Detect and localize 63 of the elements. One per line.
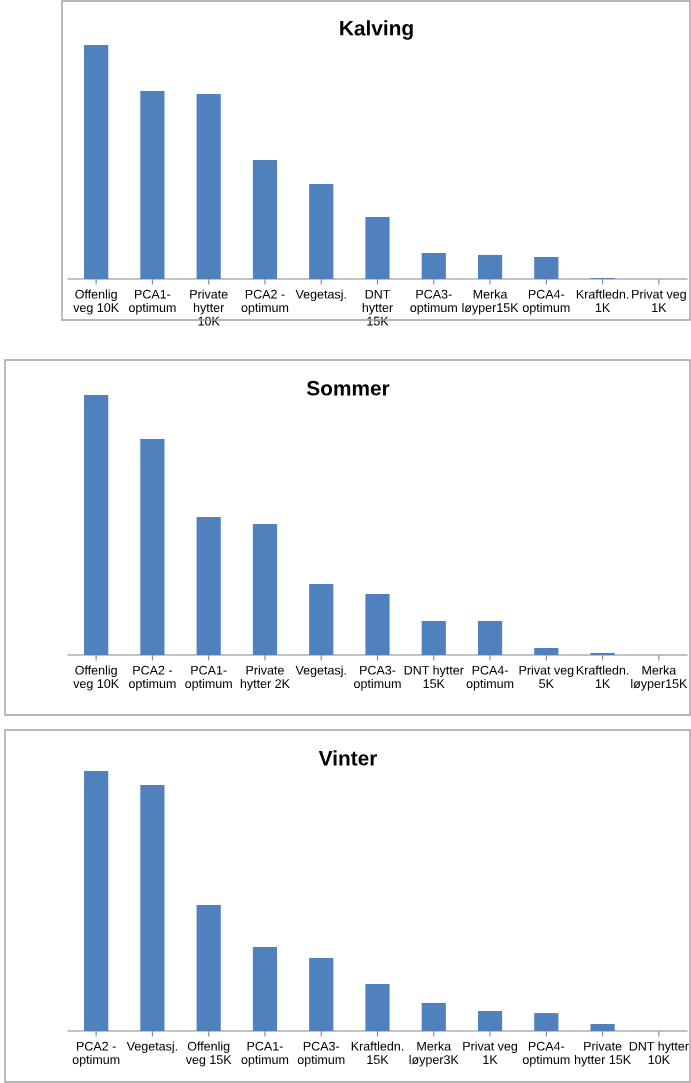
bar bbox=[365, 216, 390, 279]
x-tick-label: Private hytter 2K bbox=[240, 665, 290, 691]
bar bbox=[140, 438, 165, 655]
bar bbox=[84, 771, 109, 1031]
bar bbox=[140, 91, 165, 279]
bar bbox=[421, 253, 446, 279]
chart-title: Sommer bbox=[306, 380, 390, 396]
bar bbox=[196, 516, 221, 655]
x-tick-label: PCA2 - optimum bbox=[241, 289, 289, 315]
x-tick-label: Offenlig veg 15K bbox=[185, 1041, 232, 1067]
x-tick-label: Kraftledn. 1K bbox=[576, 289, 629, 312]
bar bbox=[252, 159, 278, 279]
x-tick-label: PCA4- optimum bbox=[466, 665, 514, 691]
x-tick-label: Offenlig veg 10K bbox=[73, 665, 119, 691]
bar bbox=[590, 1023, 615, 1031]
x-tick-label: Kraftledn. 15K bbox=[351, 1041, 404, 1065]
x-tick-label: PCA2 - optimum bbox=[128, 665, 176, 691]
x-tick-label: PCA4- optimum bbox=[522, 289, 570, 315]
x-tick-label: Merka løyper15K bbox=[631, 665, 688, 691]
bar bbox=[477, 1010, 503, 1031]
x-tick-label: Privat veg 1K bbox=[463, 1041, 518, 1064]
x-tick-label: PCA1- optimum bbox=[185, 665, 232, 691]
bar bbox=[365, 593, 390, 655]
bar bbox=[252, 947, 278, 1031]
x-tick-label: Privat veg 1K bbox=[632, 289, 686, 312]
chart-title: Vinter bbox=[318, 750, 378, 766]
x-tick-label: Vegetasj. bbox=[295, 665, 346, 678]
bar bbox=[590, 652, 615, 655]
bar bbox=[196, 904, 221, 1031]
bar bbox=[534, 1013, 559, 1031]
bar bbox=[196, 93, 221, 279]
x-tick-label: Privat veg 5K bbox=[519, 665, 574, 689]
x-tick-label: Vegetasj. bbox=[295, 289, 346, 302]
x-tick-label: Merka løyper15K bbox=[462, 289, 519, 315]
x-tick-label: PCA4- optimum bbox=[522, 1041, 570, 1067]
bar bbox=[421, 620, 446, 655]
x-tick-label: Merka løyper3K bbox=[409, 1041, 459, 1067]
x-tick-label: DNT hytter 15K bbox=[362, 289, 393, 326]
bar bbox=[421, 1002, 446, 1031]
x-tick-label: PCA1- optimum bbox=[241, 1041, 289, 1067]
bar bbox=[252, 523, 278, 655]
bar bbox=[477, 254, 503, 279]
bar bbox=[534, 647, 559, 655]
x-tick-label: PCA2 - optimum bbox=[72, 1041, 120, 1067]
x-tick-label: PCA3- optimum bbox=[297, 1041, 345, 1067]
x-tick-label: PCA1- optimum bbox=[128, 289, 176, 315]
bar bbox=[140, 785, 165, 1031]
bar bbox=[309, 957, 334, 1031]
x-tick-label: Vegetasj. bbox=[126, 1041, 177, 1054]
x-tick-label: Offenlig veg 10K bbox=[73, 289, 119, 315]
x-tick-label: PCA3- optimum bbox=[354, 665, 401, 691]
bar bbox=[84, 395, 109, 655]
x-tick-label: PCA3- optimum bbox=[410, 289, 457, 315]
bar bbox=[309, 184, 334, 279]
bar bbox=[309, 584, 334, 655]
chart-title: Kalving bbox=[340, 20, 413, 40]
bar bbox=[534, 257, 559, 279]
bar bbox=[365, 983, 390, 1031]
bar bbox=[477, 620, 503, 655]
x-tick-label: Private hytter 10K bbox=[190, 289, 228, 326]
bar bbox=[84, 45, 109, 279]
x-tick-label: Kraftledn. 1K bbox=[576, 665, 629, 688]
x-tick-label: DNT hytter 15K bbox=[404, 665, 464, 689]
